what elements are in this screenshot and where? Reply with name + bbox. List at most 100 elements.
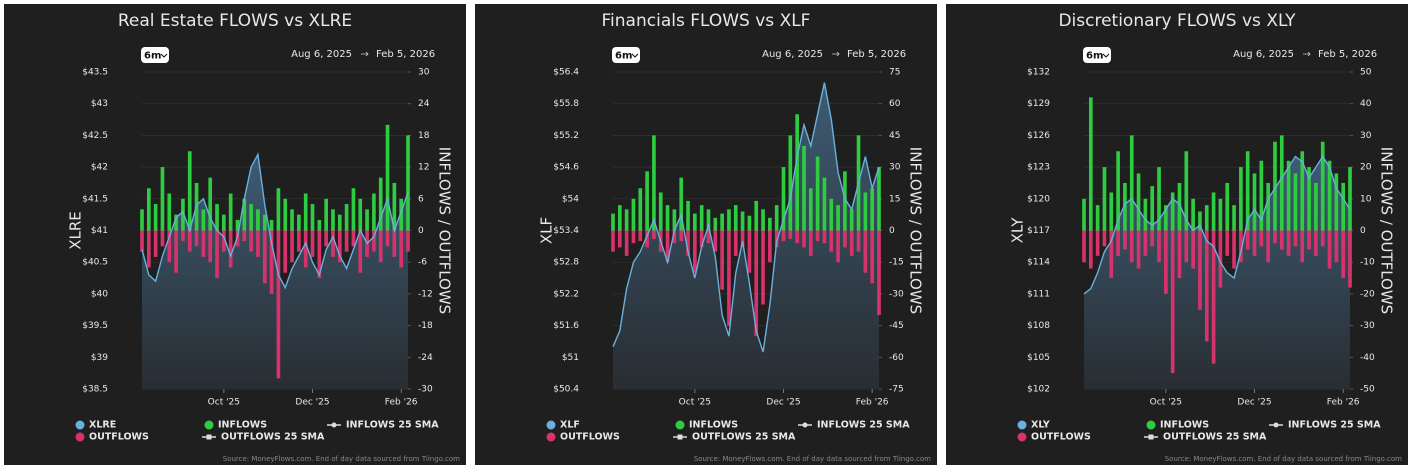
- range-button[interactable]: 6m: [141, 47, 169, 63]
- inflow-bar: [146, 188, 151, 231]
- outflow-bar: [1095, 230, 1100, 256]
- legend-item[interactable]: INFLOWS: [204, 420, 268, 431]
- legend-label[interactable]: INFLOWS: [1160, 420, 1209, 431]
- inflow-bar: [1191, 198, 1195, 231]
- legend-label[interactable]: INFLOWS 25 SMA: [817, 420, 910, 431]
- legend-label[interactable]: OUTFLOWS: [89, 432, 149, 443]
- y-tick-label: $111: [1027, 289, 1050, 299]
- inflow-bar: [631, 198, 636, 231]
- y2-tick-label: 0: [889, 226, 895, 236]
- chart-panel: Discretionary FLOWS vs XLY 6m Aug 6, 2025 F…: [946, 4, 1408, 465]
- legend-item[interactable]: OUTFLOWS 25 SMA: [673, 432, 796, 443]
- outflow-bar: [1300, 230, 1305, 263]
- y2-tick-label: -12: [418, 289, 433, 299]
- y-tick-label: $53.4: [553, 226, 579, 236]
- outflow-bar: [160, 230, 165, 247]
- legend-label[interactable]: XLF: [560, 420, 580, 431]
- legend-label[interactable]: OUTFLOWS 25 SMA: [221, 432, 325, 443]
- outflow-bar: [1143, 230, 1148, 256]
- legend-item[interactable]: XLF: [546, 420, 580, 431]
- inflow-bar: [1232, 205, 1236, 231]
- range-button-bg[interactable]: [612, 47, 640, 63]
- legend-item[interactable]: OUTFLOWS 25 SMA: [1144, 432, 1267, 443]
- legend-item[interactable]: OUTFLOWS: [546, 432, 621, 443]
- outflow-bar: [713, 230, 718, 252]
- range-button-label[interactable]: 6m: [144, 51, 161, 62]
- legend-item[interactable]: XLRE: [75, 420, 117, 431]
- inflow-bar: [686, 200, 690, 231]
- legend-item[interactable]: OUTFLOWS 25 SMA: [202, 432, 325, 443]
- legend-label[interactable]: OUTFLOWS: [560, 432, 620, 443]
- chart-panel: Financials FLOWS vs XLF 6m Aug 6, 2025 Feb …: [475, 4, 937, 465]
- inflow-bar: [174, 214, 178, 231]
- legend-label[interactable]: INFLOWS: [218, 420, 267, 431]
- inflow-bar: [1082, 198, 1086, 231]
- outflow-bar: [392, 230, 397, 257]
- legend-item[interactable]: INFLOWS 25 SMA: [327, 420, 439, 431]
- outflow-bar: [686, 230, 690, 256]
- y2-tick-label: 24: [418, 99, 430, 109]
- outflow-bar: [181, 230, 185, 242]
- outflow-bar: [1286, 230, 1291, 256]
- y2-tick-label: 18: [418, 131, 430, 141]
- inflow-bar: [768, 217, 772, 231]
- outflow-bar: [153, 230, 158, 257]
- inflow-bar: [385, 124, 390, 231]
- legend-item[interactable]: OUTFLOWS: [1017, 432, 1092, 443]
- outflow-bar: [1164, 230, 1168, 294]
- outflow-bar: [1320, 230, 1325, 247]
- y2-tick-label: -45: [889, 321, 904, 331]
- y-axis-label: XLRE: [67, 211, 85, 250]
- legend-item[interactable]: OUTFLOWS: [75, 432, 150, 443]
- range-button[interactable]: 6m: [1083, 47, 1111, 63]
- outflow-bar: [1279, 230, 1284, 250]
- end-date: Feb 5, 2026: [847, 49, 906, 60]
- legend-label[interactable]: INFLOWS 25 SMA: [346, 420, 439, 431]
- y2-tick-label: -10: [1360, 258, 1375, 268]
- date-arrow: [361, 51, 369, 57]
- legend-item[interactable]: INFLOWS 25 SMA: [1269, 420, 1381, 431]
- outflow-bar: [863, 230, 868, 273]
- legend-label[interactable]: OUTFLOWS 25 SMA: [1163, 432, 1267, 443]
- outflow-bar: [174, 230, 178, 273]
- inflow-bar: [1157, 167, 1161, 231]
- legend-label[interactable]: OUTFLOWS: [1031, 432, 1091, 443]
- inflow-bar: [1109, 192, 1114, 231]
- y-tick-label: $51.6: [553, 321, 579, 331]
- legend-item[interactable]: INFLOWS: [675, 420, 739, 431]
- x-tick-label: Dec '25: [295, 398, 329, 408]
- inflow-bar: [788, 135, 793, 231]
- legend-label[interactable]: XLY: [1031, 420, 1050, 431]
- y2-tick-label: -75: [889, 385, 904, 395]
- range-button[interactable]: 6m: [612, 47, 640, 63]
- inflow-bar: [365, 209, 369, 231]
- legend-item[interactable]: XLY: [1017, 420, 1050, 431]
- range-button-bg[interactable]: [141, 47, 169, 63]
- outflow-bar: [344, 230, 349, 252]
- y2-tick-label: 0: [1360, 226, 1366, 236]
- legend-label[interactable]: INFLOWS: [689, 420, 738, 431]
- legend-item[interactable]: INFLOWS: [1146, 420, 1210, 431]
- range-button-bg[interactable]: [1083, 47, 1111, 63]
- inflow-bar: [1102, 167, 1107, 231]
- outflow-bar: [1170, 230, 1175, 374]
- inflow-bar: [1198, 211, 1202, 231]
- inflow-bar: [679, 177, 684, 231]
- legend-label[interactable]: INFLOWS 25 SMA: [1288, 420, 1381, 431]
- legend-label[interactable]: XLRE: [89, 420, 116, 431]
- x-tick-label: Dec '25: [766, 398, 800, 408]
- outflow-bar: [754, 230, 759, 337]
- outflow-bar: [337, 230, 342, 263]
- y-tick-label: $42.5: [82, 131, 108, 141]
- range-button-label[interactable]: 6m: [1086, 51, 1103, 62]
- x-tick-label: Dec '25: [1237, 398, 1271, 408]
- outflow-bar: [1225, 230, 1230, 256]
- inflow-bar: [310, 204, 315, 231]
- legend-item[interactable]: INFLOWS 25 SMA: [798, 420, 910, 431]
- inflow-bar: [262, 214, 267, 231]
- range-button-label[interactable]: 6m: [615, 51, 632, 62]
- outflow-bar: [297, 230, 301, 252]
- legend-swatch: [75, 432, 85, 442]
- inflow-bar: [720, 213, 724, 231]
- legend-label[interactable]: OUTFLOWS 25 SMA: [692, 432, 796, 443]
